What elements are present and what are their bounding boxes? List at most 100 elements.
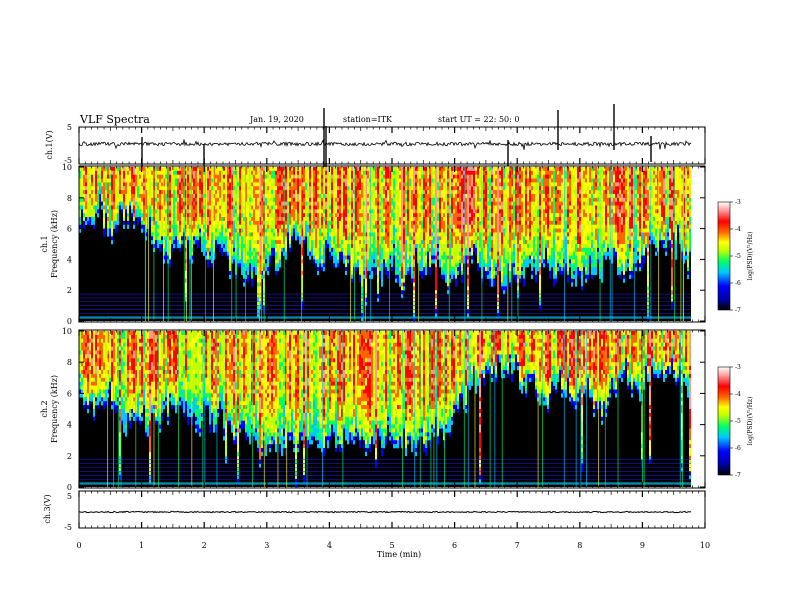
spectrogram-cell (131, 190, 133, 195)
spectrogram-cell (435, 232, 437, 237)
spectrogram-cell (179, 182, 181, 187)
spectrogram-cell (159, 193, 161, 199)
spectrogram-cell (287, 190, 289, 195)
spectrogram-cell (295, 213, 297, 218)
spectrogram-cell (279, 186, 281, 191)
spectrogram-cell (261, 267, 263, 272)
spectrogram-cell (327, 190, 329, 195)
spectrogram-cell (165, 255, 167, 260)
spectrogram-cell (385, 232, 387, 237)
spectrogram-cell (193, 205, 195, 210)
spectrogram-cell (341, 217, 343, 222)
spectrogram-cell (251, 213, 253, 218)
spectrogram-cell (359, 193, 361, 199)
spectrogram-cell (393, 247, 395, 252)
spectrogram-cell (351, 193, 353, 199)
spectrogram-cell (213, 178, 215, 183)
spectrogram-cell (81, 178, 83, 183)
spectrogram-cell (415, 201, 417, 206)
spectrogram-cell (139, 217, 141, 222)
spectrogram-cell (365, 220, 367, 226)
spectrogram-cell (193, 167, 195, 172)
spectrogram-cell (211, 193, 213, 199)
spectrogram-cell (451, 217, 453, 222)
spectrogram-cell (265, 167, 267, 172)
spectrogram-cell (203, 174, 205, 179)
spectrogram-cell (331, 228, 333, 233)
spectrogram-cell (371, 240, 373, 245)
spectrogram-cell (159, 197, 161, 202)
spectrogram-cell (315, 220, 317, 226)
spectrogram-cell (85, 174, 87, 179)
spectrogram-cell (277, 251, 279, 256)
spectrogram-cell (157, 186, 159, 191)
spectrogram-cell (413, 205, 415, 210)
spectrogram-cell (459, 228, 461, 233)
spectrogram-cell (465, 209, 467, 214)
spectrogram-cell (473, 220, 475, 226)
spectrogram-cell (347, 263, 349, 268)
spectrogram-cell (89, 170, 91, 175)
spectrogram-cell (429, 228, 431, 233)
spectrogram-cell (197, 228, 199, 233)
spectrogram-cell (361, 313, 363, 318)
spectrogram-cell (237, 197, 239, 202)
spectrogram-cell (461, 190, 463, 195)
spectrogram-cell (455, 270, 457, 276)
spectrogram-cell (193, 197, 195, 202)
spectrogram-cell (473, 167, 475, 172)
spectrogram-cell (107, 201, 109, 206)
spectrogram-cell (387, 178, 389, 183)
spectrogram-cell (211, 178, 213, 183)
spectrogram-cell (81, 205, 83, 210)
spectrogram-cell (443, 190, 445, 195)
spectrogram-cell (115, 186, 117, 191)
spectrogram-cell (243, 224, 245, 229)
spectrogram-cell (93, 167, 95, 172)
spectrogram-cell (121, 170, 123, 175)
spectrogram-cell (435, 217, 437, 222)
spectrogram-cell (279, 244, 281, 249)
spectrogram-cell (223, 205, 225, 210)
spectrogram-cell (107, 205, 109, 210)
spectrogram-cell (279, 170, 281, 175)
spectrogram-cell (311, 217, 313, 222)
spectrogram-cell (209, 193, 211, 199)
spectrogram-cell (397, 244, 399, 249)
spectrogram-cell (161, 190, 163, 195)
spectrogram-cell (203, 197, 205, 202)
spectrogram-cell (471, 170, 473, 175)
spectrogram-cell (441, 228, 443, 233)
spectrogram-cell (399, 282, 401, 287)
spectrogram-cell (169, 263, 171, 268)
spectrogram-cell (131, 201, 133, 206)
spectrogram-cell (393, 193, 395, 199)
spectrogram-cell (423, 197, 425, 202)
spectrogram-cell (165, 213, 167, 218)
spectrogram-cell (391, 224, 393, 229)
spectrogram-cell (459, 178, 461, 183)
spectrogram-cell (157, 190, 159, 195)
spectrogram-cell (301, 274, 303, 279)
spectrogram-cell (301, 224, 303, 229)
spectrogram-cell (331, 220, 333, 226)
spectrogram-cell (405, 170, 407, 175)
spectrogram-cell (125, 209, 127, 214)
spectrogram-cell (411, 255, 413, 260)
spectrogram-cell (287, 205, 289, 210)
spectrogram-cell (323, 217, 325, 222)
spectrogram-cell (399, 217, 401, 222)
spectrogram-cell (435, 247, 437, 252)
spectrogram-cell (441, 193, 443, 199)
spectrogram-cell (343, 247, 345, 252)
spectrogram-cell (395, 232, 397, 237)
spectrogram-cell (257, 255, 259, 260)
spectrogram-cell (241, 167, 243, 172)
spectrogram-cell (411, 174, 413, 179)
spectrogram-cell (455, 247, 457, 252)
spectrogram-cell (233, 186, 235, 191)
spectrogram-cell (351, 247, 353, 252)
spectrogram-cell (385, 190, 387, 195)
spectrogram-cell (91, 174, 93, 179)
spectrogram-cell (339, 209, 341, 214)
